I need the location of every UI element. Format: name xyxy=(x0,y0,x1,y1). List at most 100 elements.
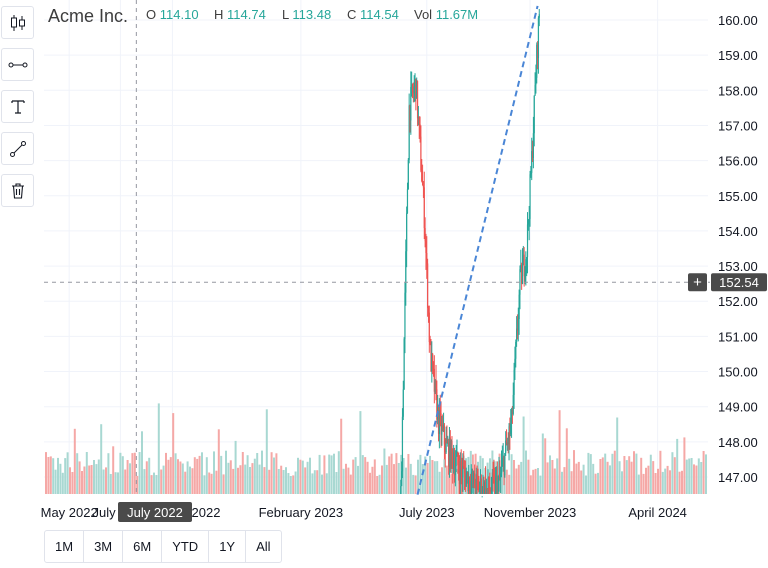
candle-body xyxy=(422,185,425,188)
candle-body xyxy=(507,442,509,445)
candle-body xyxy=(508,426,510,445)
candle-body xyxy=(408,105,410,160)
candle-body xyxy=(442,425,445,429)
volume-bar xyxy=(361,455,364,494)
candle-body xyxy=(417,116,419,119)
trend-line xyxy=(416,5,539,495)
volume-bar xyxy=(431,460,434,494)
volume-bar xyxy=(690,458,693,494)
range-6m-button[interactable]: 6M xyxy=(123,531,163,562)
volume-bar xyxy=(561,471,563,494)
candle-body xyxy=(432,354,434,364)
volume-bar xyxy=(549,455,551,494)
candle-body xyxy=(499,474,501,478)
volume-bar xyxy=(633,451,635,494)
volume-bar xyxy=(73,428,76,494)
candle-body xyxy=(454,466,456,476)
volume-bar xyxy=(565,428,568,494)
volume-bar xyxy=(78,461,81,494)
volume-bar xyxy=(203,475,206,494)
candle-body xyxy=(421,170,423,181)
volume-bar xyxy=(515,468,518,494)
volume-bar xyxy=(210,473,213,494)
candle-body xyxy=(401,416,404,472)
volume-bar xyxy=(232,468,235,494)
candle-body xyxy=(509,426,511,434)
volume-bar xyxy=(193,457,196,494)
candle-body xyxy=(445,439,447,453)
y-tick-label: 155.00 xyxy=(718,189,758,204)
symbol-title: Acme Inc. xyxy=(48,6,129,26)
volume-bar xyxy=(239,465,242,494)
candle-body xyxy=(420,136,422,171)
candle-body xyxy=(450,441,452,469)
candle-body xyxy=(528,218,530,223)
volume-bar xyxy=(587,452,590,494)
volume-bar xyxy=(592,463,595,494)
x-tick-label: April 2024 xyxy=(628,505,687,520)
trend-line-icon xyxy=(9,140,26,157)
volume-bar xyxy=(160,469,163,494)
volume-bar xyxy=(589,454,592,494)
horizontal-line-tool[interactable] xyxy=(1,48,34,81)
candle-body xyxy=(441,424,443,435)
volume-bar xyxy=(563,467,566,494)
volume-bar xyxy=(253,458,256,494)
volume-bar xyxy=(237,467,239,494)
candle-body xyxy=(487,477,489,489)
volume-bar xyxy=(325,473,328,494)
candle-body xyxy=(533,95,535,134)
candle-body xyxy=(514,358,516,370)
volume-bar xyxy=(534,468,537,494)
volume-bar xyxy=(131,453,134,494)
volume-bar xyxy=(316,470,319,494)
volume-bar xyxy=(136,475,139,494)
candle-body xyxy=(462,466,464,478)
delete-tool[interactable] xyxy=(1,174,34,207)
volume-bar xyxy=(443,459,446,494)
y-tick-label: 152.00 xyxy=(718,294,758,309)
y-tick-label: 159.00 xyxy=(718,48,758,63)
volume-bar xyxy=(426,463,429,494)
volume-bar xyxy=(637,474,640,494)
volume-bar xyxy=(306,461,309,494)
candle-body xyxy=(427,307,430,313)
candle-body xyxy=(463,467,466,474)
volume-bar xyxy=(141,431,143,494)
candle-body xyxy=(517,319,519,331)
candle-body xyxy=(479,487,481,492)
volume-bar xyxy=(537,468,539,494)
volume-bar xyxy=(570,471,573,494)
candle-body xyxy=(526,224,529,258)
volume-bar xyxy=(124,469,127,494)
candlestick-tool[interactable] xyxy=(1,6,34,39)
y-tick-label: 150.00 xyxy=(718,365,758,380)
candle-body xyxy=(437,406,440,434)
candle-body xyxy=(431,354,433,372)
volume-bar xyxy=(527,459,530,494)
volume-bar xyxy=(700,462,703,494)
volume-bar xyxy=(474,453,477,494)
range-all-button[interactable]: All xyxy=(256,539,271,554)
range-3m-button[interactable]: 3M xyxy=(84,531,124,562)
range-1m-button[interactable]: 1M xyxy=(45,531,85,562)
range-ytd-button[interactable]: YTD xyxy=(162,531,210,562)
y-tick-label: 154.00 xyxy=(718,224,758,239)
range-1y-button[interactable]: 1Y xyxy=(209,531,247,562)
candle-body xyxy=(433,368,435,392)
candle-body xyxy=(439,409,441,414)
volume-bar xyxy=(457,470,460,494)
candle-body xyxy=(490,490,493,493)
volume-bar xyxy=(657,468,659,494)
volume-bar xyxy=(93,460,95,494)
candle-body xyxy=(488,477,490,490)
volume-bar xyxy=(277,469,280,494)
volume-bar xyxy=(397,463,400,494)
volume-bar xyxy=(419,454,422,494)
candle-body xyxy=(477,476,479,482)
volume-bar xyxy=(337,451,340,494)
text-tool[interactable] xyxy=(1,90,34,123)
volume-bar xyxy=(373,459,376,494)
trend-line-tool[interactable] xyxy=(1,132,34,165)
